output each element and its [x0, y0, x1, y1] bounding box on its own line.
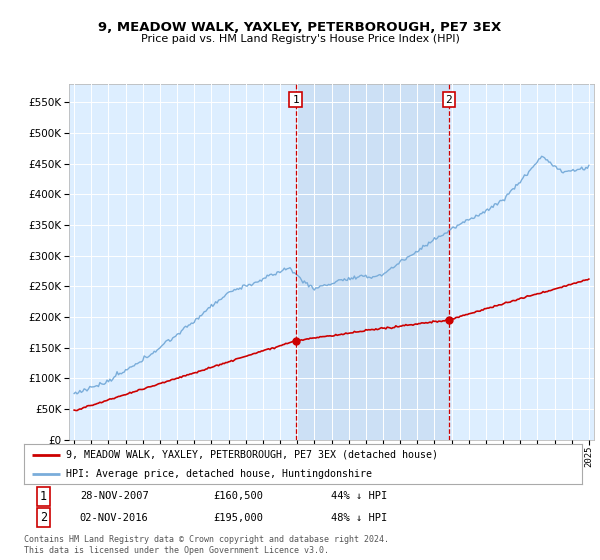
Text: £160,500: £160,500 — [214, 492, 264, 502]
Text: 44% ↓ HPI: 44% ↓ HPI — [331, 492, 387, 502]
Text: 9, MEADOW WALK, YAXLEY, PETERBOROUGH, PE7 3EX (detached house): 9, MEADOW WALK, YAXLEY, PETERBOROUGH, PE… — [66, 450, 438, 460]
Text: 9, MEADOW WALK, YAXLEY, PETERBOROUGH, PE7 3EX: 9, MEADOW WALK, YAXLEY, PETERBOROUGH, PE… — [98, 21, 502, 34]
Text: 1: 1 — [292, 95, 299, 105]
Text: HPI: Average price, detached house, Huntingdonshire: HPI: Average price, detached house, Hunt… — [66, 469, 372, 478]
Bar — [296, 84, 449, 440]
Text: 2: 2 — [40, 511, 47, 524]
Text: 28-NOV-2007: 28-NOV-2007 — [80, 492, 149, 502]
Text: £195,000: £195,000 — [214, 512, 264, 522]
Text: 2: 2 — [445, 95, 452, 105]
Text: 02-NOV-2016: 02-NOV-2016 — [80, 512, 149, 522]
Text: Contains HM Land Registry data © Crown copyright and database right 2024.
This d: Contains HM Land Registry data © Crown c… — [24, 535, 389, 554]
Text: 48% ↓ HPI: 48% ↓ HPI — [331, 512, 387, 522]
Text: Price paid vs. HM Land Registry's House Price Index (HPI): Price paid vs. HM Land Registry's House … — [140, 34, 460, 44]
Text: 1: 1 — [40, 490, 47, 503]
